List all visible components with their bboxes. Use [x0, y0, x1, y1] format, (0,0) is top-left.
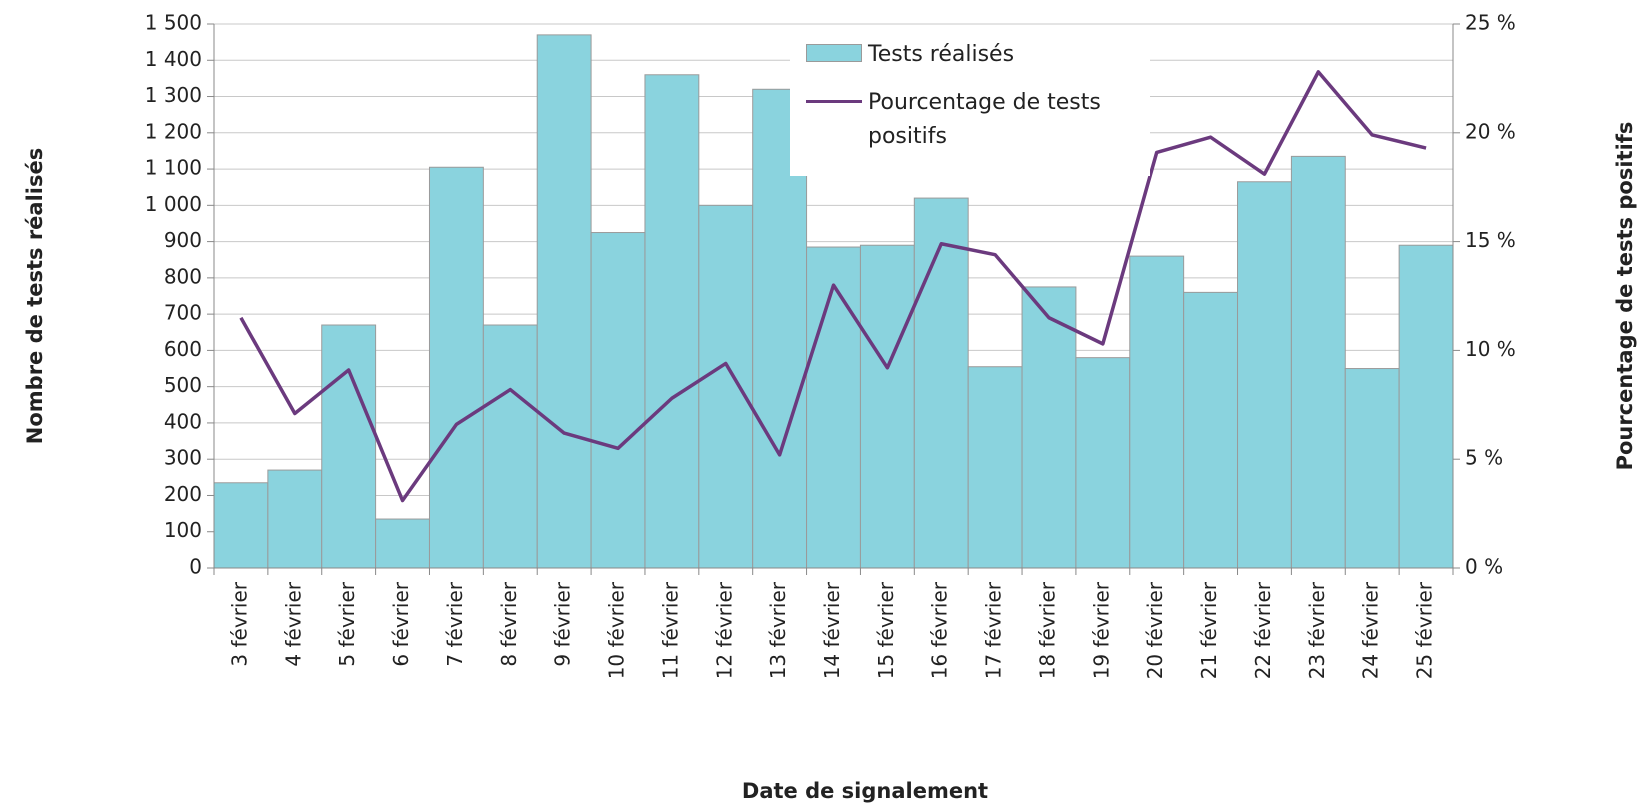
y-tick-label: 500	[164, 373, 202, 397]
legend-label: Tests réalisés	[868, 42, 1015, 67]
x-tick-label: 12 février	[712, 581, 736, 679]
y2-tick-label: 10 %	[1465, 337, 1516, 361]
y2-axis-title: Pourcentage de tests positifs	[1613, 122, 1637, 471]
x-tick-label: 7 février	[443, 581, 467, 666]
bar	[806, 246, 861, 569]
y2-tick-label: 0 %	[1465, 555, 1503, 579]
y2-tick-label: 15 %	[1465, 228, 1516, 252]
line	[239, 70, 1427, 503]
y-tick-label: 1 100	[145, 156, 202, 180]
x-tick-label: 21 février	[1197, 581, 1221, 679]
y-tick-label: 1 200	[145, 119, 202, 143]
x-tick-label: 6 février	[389, 581, 413, 666]
bar	[1344, 368, 1400, 569]
bar	[1021, 286, 1077, 569]
bar	[698, 204, 754, 569]
x-tick-label: 22 février	[1251, 581, 1275, 679]
x-tick-label: 13 février	[766, 581, 790, 679]
bar	[1075, 357, 1131, 569]
x-tick-label: 20 février	[1143, 581, 1167, 679]
y-tick-label: 600	[164, 337, 202, 361]
y-tick-label: 300	[164, 446, 202, 470]
y2-tick-label: 25 %	[1465, 11, 1516, 35]
y-tick-label: 400	[164, 409, 202, 433]
x-tick-label: 3 février	[227, 581, 251, 666]
bar	[482, 324, 538, 569]
bar	[590, 232, 646, 569]
y-tick-label: 1 000	[145, 192, 202, 216]
bar	[1398, 244, 1454, 569]
bar	[913, 197, 969, 569]
bars	[213, 34, 1454, 569]
y-tick-label: 1 300	[145, 83, 202, 107]
y-tick-label: 700	[164, 301, 202, 325]
bar	[1129, 255, 1185, 569]
y-tick-label: 800	[164, 264, 202, 288]
y-tick-label: 1 500	[145, 11, 202, 35]
x-tick-label: 5 février	[335, 581, 359, 666]
y2-tick-label: 20 %	[1465, 119, 1516, 143]
bar	[536, 34, 592, 569]
x-tick-label: 16 février	[928, 581, 952, 679]
x-tick-label: 19 février	[1089, 581, 1113, 679]
y-tick-label: 900	[164, 228, 202, 252]
bar	[1237, 181, 1292, 569]
bar	[859, 244, 915, 569]
x-tick-label: 23 février	[1305, 581, 1329, 679]
legend-entry: Tests réalisés	[806, 38, 1146, 72]
x-tick-label: 25 février	[1413, 581, 1437, 679]
x-tick-label: 18 février	[1035, 581, 1059, 679]
bar	[267, 469, 323, 569]
y-tick-label: 0	[189, 555, 202, 579]
legend-swatch	[806, 44, 862, 62]
x-tick-label: 11 février	[658, 581, 682, 679]
x-tick-label: 8 février	[497, 581, 521, 666]
x-tick-label: 9 février	[551, 581, 575, 666]
legend-entry: Pourcentage de tests positifs	[806, 86, 1146, 154]
bar	[1183, 291, 1239, 569]
x-tick-label: 10 février	[605, 581, 629, 679]
x-axis-title: Date de signalement	[742, 779, 988, 803]
x-tick-label: 14 février	[820, 581, 844, 679]
bar	[1290, 155, 1346, 569]
legend-label: Pourcentage de tests positifs	[868, 90, 1101, 149]
x-tick-label: 4 février	[281, 581, 305, 666]
y-tick-label: 1 400	[145, 47, 202, 71]
bar	[375, 518, 430, 569]
bar	[321, 324, 377, 569]
bar	[213, 482, 269, 569]
legend: Tests réalisés Pourcentage de tests posit…	[790, 30, 1150, 176]
bar	[967, 366, 1023, 569]
bar	[644, 74, 700, 569]
x-tick-label: 17 février	[982, 581, 1006, 679]
legend-swatch	[806, 100, 862, 103]
y-tick-label: 100	[164, 518, 202, 542]
x-tick-label: 24 février	[1359, 581, 1383, 679]
y-tick-label: 200	[164, 482, 202, 506]
x-tick-label: 15 février	[874, 581, 898, 679]
y2-tick-label: 5 %	[1465, 446, 1503, 470]
bar	[428, 166, 484, 569]
y-axis-title: Nombre de tests réalisés	[23, 148, 47, 444]
